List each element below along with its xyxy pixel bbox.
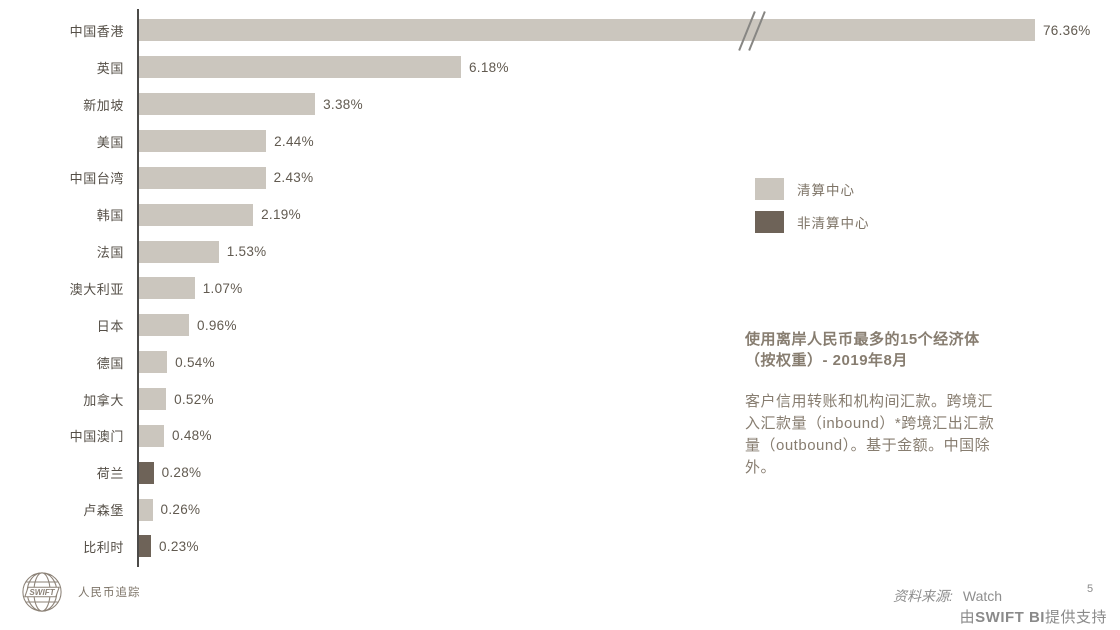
chart-description-line: 客户信用转账和机构间汇款。跨境汇 <box>745 393 994 410</box>
category-label: 澳大利亚 <box>69 281 124 297</box>
category-label: 加拿大 <box>83 392 124 408</box>
category-label: 中国香港 <box>69 23 124 39</box>
category-label: 中国台湾 <box>69 171 124 187</box>
bar-新加坡 <box>139 93 316 116</box>
bar-法国 <box>139 240 219 263</box>
bar-日本 <box>139 314 190 337</box>
category-label: 荷兰 <box>96 466 124 482</box>
value-label: 2.43% <box>273 170 314 186</box>
chart-row: 新加坡 3.38% <box>0 86 1120 123</box>
chart-row: 中国台湾 2.43% <box>0 159 1120 196</box>
powered-suffix: 提供支持 <box>1044 609 1107 626</box>
value-label: 0.48% <box>172 428 212 444</box>
powered-bold: SWIFT BI <box>975 609 1045 626</box>
brand-label: 人民币追踪 <box>78 587 141 599</box>
bar-荷兰 <box>139 461 154 484</box>
category-label: 卢森堡 <box>83 503 124 519</box>
axis-break-marks <box>737 10 771 52</box>
category-label: 德国 <box>96 355 124 371</box>
value-label: 2.19% <box>261 207 301 223</box>
legend-item: 非清算中心 <box>755 211 870 233</box>
bar-德国 <box>139 351 168 374</box>
value-label: 6.18% <box>468 59 509 75</box>
chart-row: 英国 6.18% <box>0 49 1120 86</box>
legend-label: 清算中心 <box>797 183 855 198</box>
value-label: 0.26% <box>160 502 201 518</box>
value-label: 0.28% <box>161 465 202 481</box>
legend-label: 非清算中心 <box>797 216 870 231</box>
chart-description-line: 入汇款量（inbound）*跨境汇出汇款 <box>745 415 995 432</box>
chart-row: 中国香港 76.36% <box>0 12 1120 49</box>
bar-韩国 <box>139 203 254 226</box>
value-label: 76.36% <box>1043 22 1091 38</box>
value-label: 2.44% <box>274 133 314 149</box>
chart-description: 客户信用转账和机构间汇款。跨境汇 入汇款量（inbound）*跨境汇出汇款 量（ou… <box>745 391 1055 479</box>
legend-swatch <box>755 211 784 233</box>
chart-row: 中国澳门 0.48% <box>0 417 1120 454</box>
chart-description-line: 外。 <box>745 459 777 476</box>
category-label: 比利时 <box>83 539 124 555</box>
category-label: 美国 <box>96 134 124 150</box>
chart-row: 澳大利亚 1.07% <box>0 270 1120 307</box>
chart-legend: 清算中心 非清算中心 <box>755 178 870 244</box>
category-label: 法国 <box>96 245 124 261</box>
category-label: 韩国 <box>96 208 124 224</box>
source-value: Watch <box>962 588 1003 604</box>
source-line: 资料来源: Watch <box>893 586 1002 606</box>
source-prefix: 资料来源: <box>893 588 953 604</box>
value-label: 0.54% <box>175 354 215 370</box>
value-label: 0.52% <box>174 391 214 407</box>
chart-row: 美国 2.44% <box>0 123 1120 160</box>
category-label: 新加坡 <box>83 97 124 113</box>
swift-logo-text: SWIFT <box>29 588 55 597</box>
page-number: 5 <box>1087 583 1094 595</box>
bar-加拿大 <box>139 388 167 411</box>
bar-中国澳门 <box>139 424 164 447</box>
chart-row: 比利时 0.23% <box>0 528 1120 565</box>
bar-chart: 中国香港 76.36% 英国 6.18% 新加坡 3.38% 美国 2.44% 中国台湾 2.43… <box>0 12 1120 565</box>
bar-中国台湾 <box>139 166 266 189</box>
chart-row: 荷兰 0.28% <box>0 454 1120 491</box>
chart-description-line: 量（outbound）。基于金额。中国除 <box>745 437 991 454</box>
bar-中国香港 <box>139 19 1035 42</box>
legend-item: 清算中心 <box>755 178 870 200</box>
chart-row: 卢森堡 0.26% <box>0 491 1120 528</box>
chart-row: 加拿大 0.52% <box>0 381 1120 418</box>
footer-brand: SWIFT 人民币追踪 <box>21 571 141 613</box>
value-label: 0.96% <box>197 317 237 333</box>
value-label: 3.38% <box>323 96 363 112</box>
bar-美国 <box>139 130 267 152</box>
chart-row: 日本 0.96% <box>0 307 1120 344</box>
category-label: 日本 <box>96 318 124 334</box>
bar-英国 <box>139 56 461 79</box>
chart-annotation: 使用离岸人民币最多的15个经济体 （按权重）- 2019年8月 客户信用转账和机构… <box>745 329 1055 479</box>
powered-by: 由SWIFT BI提供支持 <box>960 606 1107 627</box>
powered-prefix: 由 <box>959 609 976 626</box>
chart-title-line: （按权重）- 2019年8月 <box>745 352 908 369</box>
y-axis-line <box>137 9 139 567</box>
chart-title-line: 使用离岸人民币最多的15个经济体 <box>745 331 980 348</box>
category-label: 中国澳门 <box>69 429 124 445</box>
value-label: 0.23% <box>158 538 199 554</box>
value-label: 1.53% <box>226 244 267 260</box>
chart-row: 德国 0.54% <box>0 344 1120 381</box>
swift-globe-logo-icon: SWIFT <box>22 572 62 612</box>
category-label: 英国 <box>96 60 124 76</box>
chart-title: 使用离岸人民币最多的15个经济体 （按权重）- 2019年8月 <box>745 329 1055 371</box>
bar-澳大利亚 <box>139 277 195 300</box>
chart-row: 法国 1.53% <box>0 233 1120 270</box>
bar-卢森堡 <box>139 498 153 521</box>
axis-break-slash-icon <box>738 11 756 51</box>
chart-row: 韩国 2.19% <box>0 196 1120 233</box>
bar-比利时 <box>139 535 151 558</box>
legend-swatch <box>755 178 784 200</box>
value-label: 1.07% <box>202 280 243 296</box>
